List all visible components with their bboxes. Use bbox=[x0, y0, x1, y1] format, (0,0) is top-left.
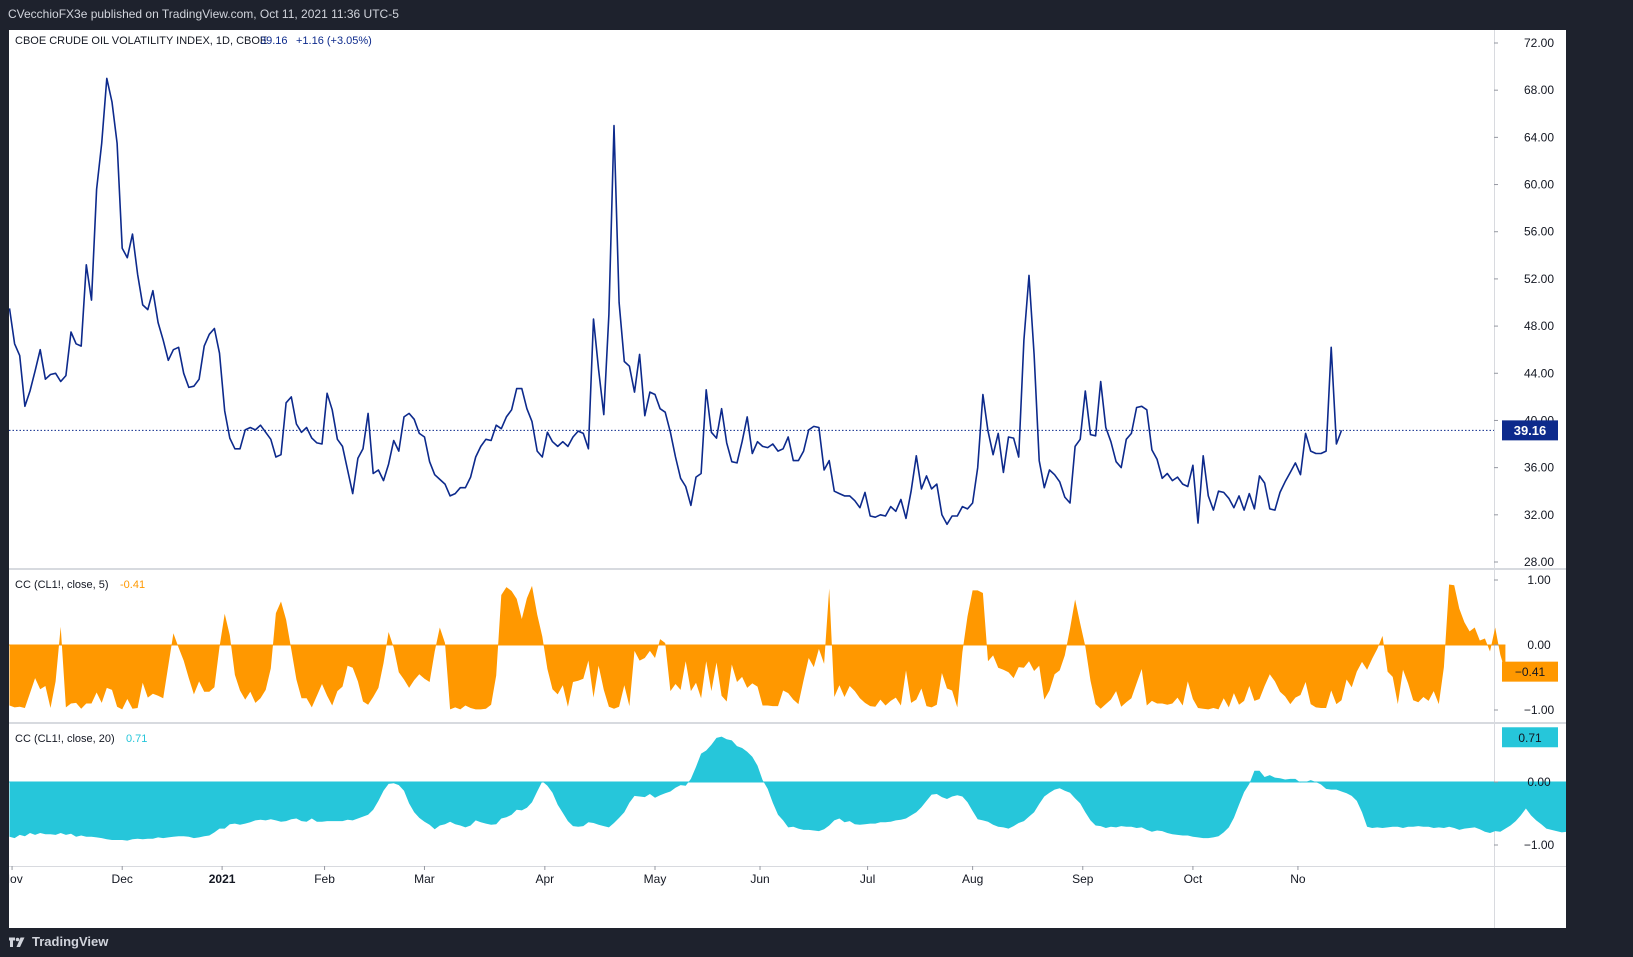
price-legend-change: +1.16 (+3.05%) bbox=[296, 35, 372, 47]
time-tick-label: No bbox=[1290, 872, 1306, 886]
price-tick-label: 68.00 bbox=[1524, 83, 1554, 97]
price-tick-label: 44.00 bbox=[1524, 366, 1554, 380]
price-series-line bbox=[9, 77, 1343, 526]
indicator-20-tick-label: −1.00 bbox=[1524, 838, 1555, 852]
price-tick-label: 48.00 bbox=[1524, 319, 1554, 333]
chart: 72.00 68.00 64.00 60.00 56.00 52.00 48.00 44.00… bbox=[9, 30, 1566, 928]
footer: TradingView bbox=[0, 928, 1633, 957]
price-tick-label: 32.00 bbox=[1524, 508, 1554, 522]
indicator-5-tick-label: 1.00 bbox=[1527, 573, 1551, 587]
price-tick-label: 72.00 bbox=[1524, 36, 1554, 50]
price-tick-label: 56.00 bbox=[1524, 225, 1554, 239]
time-tick-label: Feb bbox=[314, 872, 335, 886]
indicator-5-value-box bbox=[1502, 661, 1558, 682]
price-tick-label: 64.00 bbox=[1524, 130, 1554, 144]
tradingview-logo-icon bbox=[9, 937, 25, 947]
indicator-5-area bbox=[9, 584, 1506, 710]
publisher-text: CVecchioFX3e published on TradingView.co… bbox=[8, 7, 399, 21]
price-legend-title: CBOE CRUDE OIL VOLATILITY INDEX, 1D, CBO… bbox=[15, 35, 267, 47]
time-tick-label: Mar bbox=[414, 872, 435, 886]
indicator-5-value-label: −0.41 bbox=[1515, 665, 1546, 679]
indicator-5-tick-label: 0.00 bbox=[1527, 638, 1551, 652]
indicator-20-area bbox=[9, 736, 1566, 841]
price-tick-label: 36.00 bbox=[1524, 461, 1554, 475]
price-tick-label: 52.00 bbox=[1524, 272, 1554, 286]
price-tick-label: 60.00 bbox=[1524, 178, 1554, 192]
price-legend-value: 39.16 bbox=[260, 35, 288, 47]
time-tick-label: May bbox=[644, 872, 667, 886]
tradingview-logo[interactable]: TradingView bbox=[8, 934, 108, 949]
indicator-5-tick-label: −1.00 bbox=[1524, 703, 1555, 717]
publisher-bar: CVecchioFX3e published on TradingView.co… bbox=[0, 0, 1633, 30]
time-tick-label: 2021 bbox=[209, 872, 236, 886]
price-tick-label: 28.00 bbox=[1524, 555, 1554, 569]
indicator-20-value-box bbox=[1502, 727, 1558, 748]
time-tick-label: Oct bbox=[1184, 872, 1203, 886]
last-price-label-box bbox=[1502, 420, 1558, 441]
time-tick-label: Dec bbox=[112, 872, 133, 886]
cc5-legend-title: CC (CL1!, close, 5) bbox=[15, 579, 109, 591]
time-tick-label: Apr bbox=[536, 872, 555, 886]
indicator-20-tick-label: 0.00 bbox=[1527, 775, 1551, 789]
tradingview-brand: TradingView bbox=[32, 934, 109, 949]
time-tick-label: Sep bbox=[1072, 872, 1094, 886]
axis-corner bbox=[1495, 867, 1566, 928]
time-tick-label: Jun bbox=[750, 872, 769, 886]
indicator-20-value-label: 0.71 bbox=[1518, 731, 1542, 745]
time-tick-label: Aug bbox=[962, 872, 983, 886]
time-tick-label: Jul bbox=[860, 872, 875, 886]
cc5-legend-value: -0.41 bbox=[120, 579, 145, 591]
time-tick-label: Nov bbox=[9, 872, 23, 886]
last-price-label: 39.16 bbox=[1514, 423, 1547, 438]
cc20-legend-title: CC (CL1!, close, 20) bbox=[15, 733, 115, 745]
chart-background bbox=[9, 30, 1566, 928]
cc20-legend-value: 0.71 bbox=[126, 733, 147, 745]
